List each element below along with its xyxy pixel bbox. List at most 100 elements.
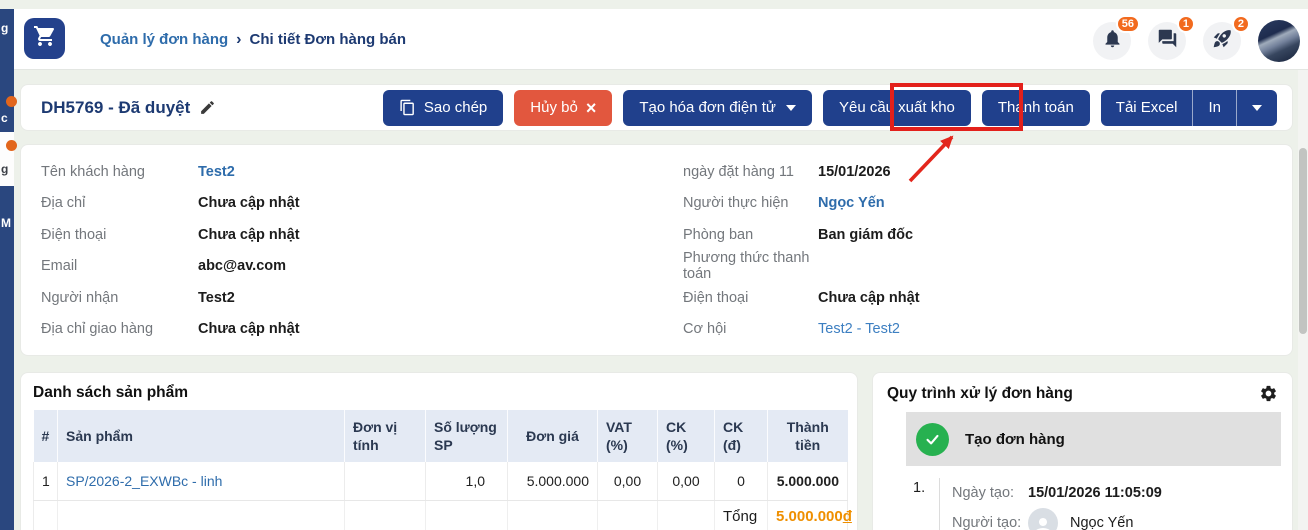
info-row: Địa chỉ Chưa cập nhật (41, 188, 601, 220)
export-warehouse-request-button[interactable]: Yêu cầu xuất kho (822, 89, 971, 126)
person-avatar-icon (1028, 508, 1058, 530)
info-row: Tên khách hàng Test2 (41, 156, 601, 188)
header: Quản lý đơn hàng › Chi tiết Đơn hàng bán… (14, 9, 1308, 70)
cart-icon (33, 24, 57, 53)
col-header-product: Sản phẩm (57, 410, 345, 462)
customer-info-column: Tên khách hàng Test2 Địa chỉ Chưa cập nh… (41, 156, 601, 345)
total-amount: 5.000.000 (776, 507, 843, 525)
print-button[interactable]: In (1192, 89, 1236, 126)
info-row: ngày đặt hàng 11 15/01/2026 (683, 156, 1243, 188)
info-label: Người nhận (41, 289, 119, 306)
launcher-badge: 2 (1231, 15, 1250, 33)
messages-button[interactable]: 1 (1148, 15, 1195, 60)
chevron-down-icon (1252, 104, 1262, 111)
process-step-label: Tạo đơn hàng (965, 430, 1065, 448)
chat-icon (1157, 28, 1178, 54)
chevron-down-icon (785, 104, 796, 111)
info-label: Người thực hiện (683, 195, 789, 212)
opportunity-link[interactable]: Test2 - Test2 (818, 321, 900, 338)
sidebar-badge-dot (6, 140, 17, 151)
sidebar: g c g M (0, 9, 17, 530)
copy-icon (399, 99, 416, 116)
total-value: 5.000.000đ (767, 500, 852, 530)
step-number: 1. (913, 480, 926, 496)
cart-module-button[interactable] (24, 18, 65, 59)
process-step-bar[interactable]: Tạo đơn hàng (906, 412, 1281, 466)
info-row: Người thực hiện Ngọc Yến (683, 188, 1243, 220)
info-row: Cơ hội Test2 - Test2 (683, 314, 1243, 346)
sidebar-item-fragment: g (1, 21, 9, 35)
more-actions-button[interactable] (1236, 89, 1277, 126)
payment-button-label: Thanh toán (997, 99, 1074, 116)
info-label: ngày đặt hàng 11 (683, 163, 794, 180)
messages-badge: 1 (1176, 15, 1195, 33)
launcher-button[interactable]: 2 (1203, 15, 1250, 60)
info-label: Địa chỉ (41, 195, 86, 212)
info-value: Chưa cập nhật (198, 321, 300, 338)
cancel-button-label: Hủy bỏ (530, 99, 578, 116)
info-row: Email abc@av.com (41, 251, 601, 283)
info-label: Email (41, 258, 78, 275)
info-label: Cơ hội (683, 321, 727, 338)
notification-badge: 56 (1115, 15, 1140, 33)
info-row: Địa chỉ giao hàng Chưa cập nhật (41, 314, 601, 346)
edit-pencil-icon[interactable] (199, 99, 216, 116)
col-header-unit: Đơn vị tính (344, 410, 426, 462)
info-label: Phòng ban (683, 226, 754, 243)
cancel-button[interactable]: Hủy bỏ × (514, 89, 613, 126)
info-row: Điện thoại Chưa cập nhật (683, 282, 1243, 314)
info-row: Phòng ban Ban giám đốc (683, 219, 1243, 251)
product-list-title: Danh sách sản phẩm (33, 384, 189, 401)
notifications-button[interactable]: 56 (1093, 15, 1140, 60)
check-icon (916, 422, 949, 456)
info-value: Test2 (198, 289, 235, 306)
info-value: 15/01/2026 (818, 163, 891, 180)
breadcrumb-parent-link[interactable]: Quản lý đơn hàng (100, 31, 229, 48)
create-einvoice-button[interactable]: Tạo hóa đơn điện tử (623, 89, 812, 126)
chevron-right-icon: › (236, 30, 242, 48)
customer-name-link[interactable]: Test2 (198, 163, 235, 180)
creator-name: Ngọc Yến (1070, 515, 1134, 530)
info-value: Chưa cập nhật (818, 289, 920, 306)
breadcrumb-current: Chi tiết Đơn hàng bán (249, 31, 407, 48)
process-step-detail: 1. Ngày tạo: 15/01/2026 11:05:09 Người t… (873, 478, 1292, 530)
assignee-link[interactable]: Ngọc Yến (818, 195, 885, 212)
download-excel-button[interactable]: Tải Excel (1115, 99, 1178, 116)
rocket-icon (1212, 28, 1233, 54)
info-row: Người nhận Test2 (41, 282, 601, 314)
bell-icon (1102, 28, 1123, 54)
info-label: Địa chỉ giao hàng (41, 321, 154, 338)
table-row: 1 SP/2026-2_EXWBc - linh 1,0 5.000.000 0… (33, 462, 848, 501)
col-header-discount-amt: CK (đ) (714, 410, 768, 462)
order-process-card: Quy trình xử lý đơn hàng Tạo đơn hàng 1.… (872, 372, 1293, 530)
sidebar-badge-dot (6, 96, 17, 107)
copy-button[interactable]: Sao chép (382, 89, 504, 126)
info-row: Điện thoại Chưa cập nhật (41, 219, 601, 251)
user-avatar[interactable] (1258, 20, 1300, 62)
cell-unit (344, 462, 426, 501)
breadcrumb: Quản lý đơn hàng › Chi tiết Đơn hàng bán (100, 9, 406, 70)
col-header-vat: VAT (%) (597, 410, 658, 462)
order-detail-column: ngày đặt hàng 11 15/01/2026 Người thực h… (683, 156, 1243, 345)
col-header-price: Đơn giá (507, 410, 598, 462)
cell-quantity: 1,0 (425, 462, 508, 501)
created-date-row: Ngày tạo: 15/01/2026 11:05:09 (952, 478, 1292, 508)
payment-button[interactable]: Thanh toán (981, 89, 1090, 126)
creator-label: Người tạo: (952, 515, 1022, 530)
currency-symbol: đ (842, 507, 852, 525)
process-title: Quy trình xử lý đơn hàng (887, 384, 1073, 402)
product-list-card: Danh sách sản phẩm # Sản phẩm Đơn vị tín… (20, 372, 858, 530)
col-header-discount-pct: CK (%) (657, 410, 715, 462)
process-header: Quy trình xử lý đơn hàng (873, 373, 1292, 412)
page-scrollbar[interactable] (1298, 70, 1308, 530)
cell-discount-amt: 0 (714, 462, 768, 501)
product-table: # Sản phẩm Đơn vị tính Số lượng SP Đơn g… (33, 410, 852, 530)
sidebar-active-item[interactable]: g (0, 132, 17, 186)
info-value: Chưa cập nhật (198, 226, 300, 243)
order-title: DH5769 - Đã duyệt (41, 97, 191, 117)
product-link[interactable]: SP/2026-2_EXWBc - linh (66, 472, 223, 489)
gear-icon[interactable] (1259, 384, 1278, 403)
scrollbar-thumb[interactable] (1299, 148, 1307, 334)
info-row: Phương thức thanh toán (683, 250, 1243, 282)
created-date-label: Ngày tạo: (952, 485, 1015, 501)
